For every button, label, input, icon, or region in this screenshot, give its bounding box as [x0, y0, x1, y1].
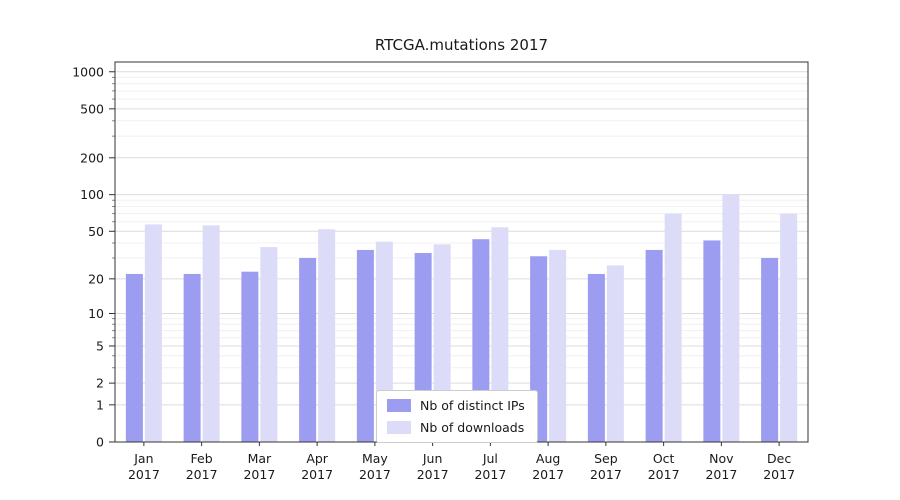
bar-distinct-ips	[703, 240, 721, 442]
bar-downloads	[491, 227, 509, 442]
x-tick-label-year: 2017	[474, 467, 506, 482]
x-tick-label-year: 2017	[590, 467, 622, 482]
x-tick-label-month: Jun	[422, 451, 443, 466]
x-tick-label-year: 2017	[186, 467, 218, 482]
x-tick-label-month: Oct	[653, 451, 675, 466]
y-tick-label: 5	[96, 338, 104, 353]
y-tick-label: 1000	[72, 64, 104, 79]
legend-label-downloads: Nb of downloads	[420, 420, 525, 435]
bar-downloads	[549, 249, 567, 442]
y-tick-label: 500	[80, 101, 104, 116]
x-tick-label-year: 2017	[763, 467, 795, 482]
y-tick-label: 50	[88, 224, 104, 239]
legend-swatch-distinct-ips	[387, 399, 411, 412]
bar-distinct-ips	[241, 271, 259, 442]
x-tick-label-year: 2017	[243, 467, 275, 482]
x-tick-label-month: Aug	[536, 451, 560, 466]
x-tick-label-year: 2017	[301, 467, 333, 482]
x-tick-label-month: Dec	[767, 451, 791, 466]
bar-downloads	[780, 213, 798, 442]
x-tick-label-year: 2017	[417, 467, 449, 482]
y-tick-label: 2	[96, 376, 104, 391]
legend-label-distinct-ips: Nb of distinct IPs	[420, 398, 525, 413]
y-tick-label: 10	[88, 306, 104, 321]
x-tick-label-month: Mar	[248, 451, 272, 466]
x-tick-label-year: 2017	[648, 467, 680, 482]
x-tick-label-month: May	[362, 451, 388, 466]
bar-distinct-ips	[125, 273, 143, 442]
bar-distinct-ips	[356, 249, 374, 442]
bar-distinct-ips	[761, 257, 779, 442]
legend-item-distinct-ips: Nb of distinct IPs	[387, 398, 525, 413]
x-tick-label-month: Apr	[306, 451, 328, 466]
bar-downloads	[202, 225, 220, 442]
bar-downloads	[260, 247, 278, 442]
legend-swatch-downloads	[387, 421, 411, 434]
y-tick-label: 0	[96, 435, 104, 450]
x-tick-label-year: 2017	[532, 467, 564, 482]
x-tick-label-month: Feb	[191, 451, 213, 466]
x-tick-label-month: Sep	[594, 451, 618, 466]
chart-title: RTCGA.mutations 2017	[374, 36, 549, 54]
bar-downloads	[722, 194, 740, 442]
legend: Nb of distinct IPs Nb of downloads	[376, 390, 538, 443]
x-tick-label-year: 2017	[359, 467, 391, 482]
bar-downloads	[664, 213, 682, 442]
x-tick-label-month: Jan	[133, 451, 153, 466]
bar-distinct-ips	[299, 257, 317, 442]
x-tick-label-month: Jul	[482, 451, 498, 466]
bar-distinct-ips	[587, 273, 605, 442]
legend-item-downloads: Nb of downloads	[387, 420, 525, 435]
x-tick-label-year: 2017	[705, 467, 737, 482]
bar-distinct-ips	[645, 249, 663, 442]
y-tick-label: 20	[88, 271, 104, 286]
bar-downloads	[606, 265, 624, 442]
bar-downloads	[318, 229, 336, 442]
y-tick-label: 1	[96, 397, 104, 412]
y-tick-label: 200	[80, 150, 104, 165]
bar-distinct-ips	[183, 273, 201, 442]
bar-downloads	[144, 224, 162, 442]
x-tick-label-year: 2017	[128, 467, 160, 482]
x-tick-label-month: Nov	[709, 451, 734, 466]
y-tick-label: 100	[80, 187, 104, 202]
